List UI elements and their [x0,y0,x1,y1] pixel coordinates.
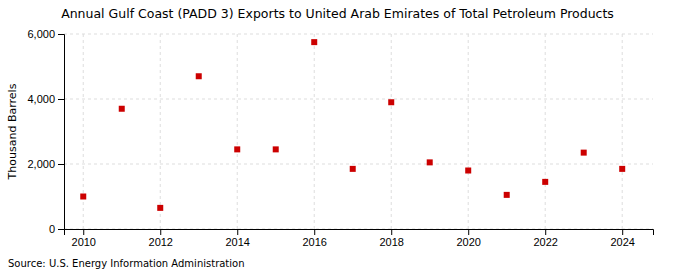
grid-line-y [64,99,653,100]
point [350,166,356,172]
tick-label: 2018 [379,236,403,248]
tick-label: 2016 [302,236,326,248]
tick-label: 6,000 [27,28,55,40]
tick: 2,000 [27,158,64,170]
point [465,168,471,174]
tick: 2016 [302,229,326,248]
tick-mark [314,229,315,235]
point [80,194,86,200]
tick-mark [58,164,64,165]
point [542,179,548,185]
point [311,39,317,45]
grid-line-x [391,34,392,229]
grid-line-x [468,34,469,229]
point [581,150,587,156]
grid [64,34,653,229]
point [388,99,394,105]
tick: 2024 [610,229,634,248]
grid-line-x [160,34,161,229]
tick-mark [545,229,546,235]
grid-line-x [237,34,238,229]
tick-mark [391,229,392,235]
point [234,146,240,152]
points [80,39,625,211]
title: Annual Gulf Coast (PADD 3) Exports to Un… [61,6,614,21]
point [619,166,625,172]
tick: 2012 [148,229,172,248]
grid-line-y [64,164,653,165]
annotation: Source: U.S. Energy Information Administ… [8,258,245,269]
tick-label: 4,000 [27,93,55,105]
point [504,192,510,198]
tick-label: 2012 [148,236,172,248]
grid-line-x [545,34,546,229]
tick: 2010 [72,229,96,248]
tick-label: 0 [49,223,55,235]
grid-line-x [83,34,84,229]
point [196,73,202,79]
y-axis-label: Thousand Barrels [6,83,19,180]
axis-line [58,35,65,230]
point [119,106,125,112]
tick-mark [237,229,238,235]
x-axis: 2010 2012 2014 2016 2018 2020 2022 2024 [65,229,654,248]
tick-mark [622,229,623,235]
y-axis: 0 2,000 4,000 6,000 [27,28,64,235]
tick: 2020 [456,229,480,248]
tick-label: 2014 [225,236,249,248]
tick-mark [468,229,469,235]
tick-label: 2024 [610,236,634,248]
tick-label: 2020 [456,236,480,248]
tick: 2018 [379,229,403,248]
tick: 2014 [225,229,249,248]
plot-area: 2010 2012 2014 2016 2018 2020 2022 2024 0 2,000 4,… [27,28,653,248]
tick: 4,000 [27,93,64,105]
tick-label: 2,000 [27,158,55,170]
tick: 2022 [533,229,557,248]
tick-mark [58,34,64,35]
tick: 0 [49,223,64,235]
tick-mark [58,229,64,230]
tick-mark [58,99,64,100]
tick-mark [160,229,161,235]
tick-label: 2022 [533,236,557,248]
chart: 2010 2012 2014 2016 2018 2020 2022 2024 0 2,000 4,… [0,0,675,275]
grid-line-x [622,34,623,229]
tick-label: 2010 [72,236,96,248]
point [157,205,163,211]
tick-mark [83,229,84,235]
tick: 6,000 [27,28,64,40]
grid-line-x [314,34,315,229]
point [427,159,433,165]
axis-line [65,230,654,236]
point [273,146,279,152]
grid-line-y [64,34,653,35]
